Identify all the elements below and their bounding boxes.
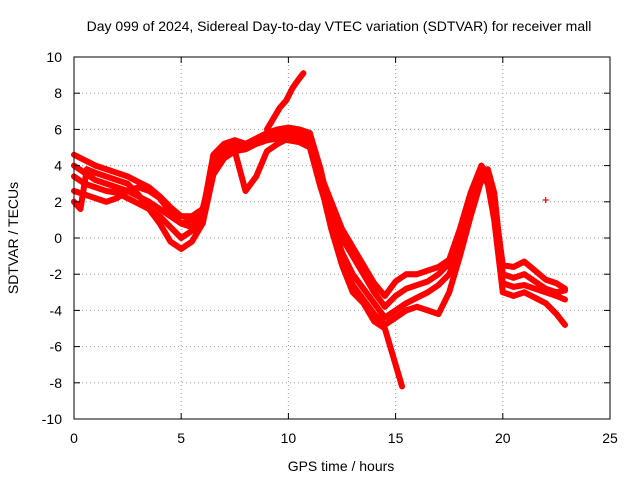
x-tick-label: 15 bbox=[388, 430, 404, 446]
y-tick-label: -10 bbox=[42, 411, 62, 427]
y-tick-label: 8 bbox=[54, 85, 62, 101]
y-tick-label: 6 bbox=[54, 121, 62, 137]
y-tick-label: -8 bbox=[50, 375, 63, 391]
series-track-e bbox=[71, 135, 406, 390]
x-tick-label: 20 bbox=[495, 430, 511, 446]
y-tick-label: 4 bbox=[54, 158, 62, 174]
x-tick-label: 5 bbox=[177, 430, 185, 446]
y-tick-label: 10 bbox=[46, 49, 62, 65]
y-axis-label: SDTVAR / TECUs bbox=[5, 182, 21, 294]
x-tick-label: 25 bbox=[602, 430, 618, 446]
y-tick-label: 2 bbox=[54, 194, 62, 210]
data-point bbox=[542, 196, 549, 203]
data-point bbox=[561, 321, 568, 328]
y-tick-label: -6 bbox=[50, 339, 63, 355]
series-track-f bbox=[263, 70, 307, 133]
chart-title: Day 099 of 2024, Sidereal Day-to-day VTE… bbox=[87, 18, 592, 34]
axis-ticks: 0 5 10 15 20 25 -10 -8 -6 -4 -2 0 2 4 6 8 10 bbox=[42, 49, 618, 446]
y-tick-label: 0 bbox=[54, 230, 62, 246]
y-tick-label: -4 bbox=[50, 302, 63, 318]
data-point bbox=[561, 287, 568, 294]
series-isolated bbox=[542, 196, 549, 203]
x-axis-label: GPS time / hours bbox=[288, 458, 395, 474]
series-track-d bbox=[71, 124, 568, 328]
data-point bbox=[561, 296, 568, 303]
series-band bbox=[71, 124, 568, 328]
data-points bbox=[71, 70, 568, 390]
data-point bbox=[300, 70, 307, 77]
x-tick-label: 0 bbox=[70, 430, 78, 446]
data-point bbox=[399, 383, 406, 390]
y-tick-label: -2 bbox=[50, 266, 63, 282]
x-tick-label: 10 bbox=[281, 430, 297, 446]
